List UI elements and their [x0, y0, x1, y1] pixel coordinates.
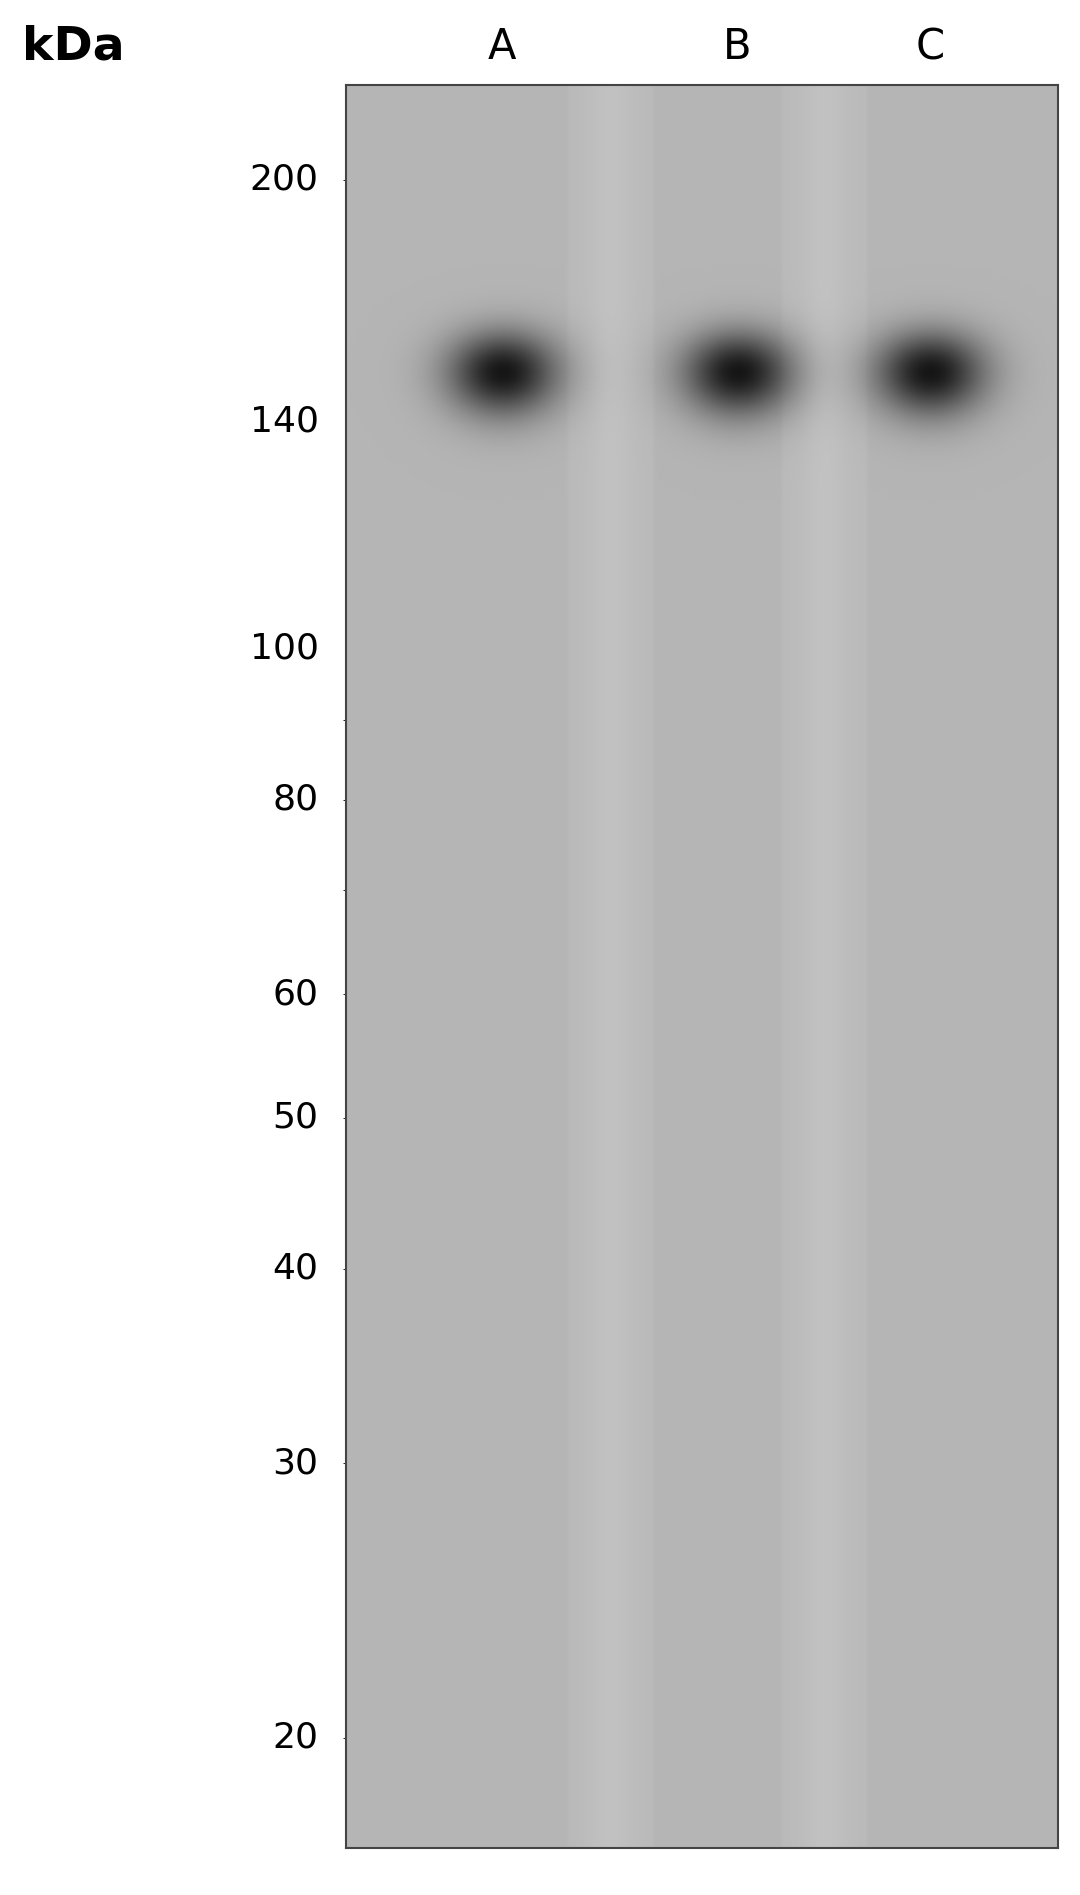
Text: 200: 200	[249, 163, 319, 197]
Text: 30: 30	[272, 1446, 319, 1480]
Bar	[381, 85, 609, 1848]
Text: 80: 80	[272, 783, 319, 817]
Text: 100: 100	[249, 631, 319, 665]
Bar	[823, 85, 859, 1848]
Text: 40: 40	[272, 1253, 319, 1285]
Bar	[346, 85, 381, 1848]
Text: B: B	[724, 27, 752, 68]
Text: 50: 50	[272, 1101, 319, 1135]
Text: 20: 20	[272, 1721, 319, 1755]
Bar	[609, 85, 645, 1848]
Text: A: A	[488, 27, 516, 68]
Text: kDa: kDa	[22, 25, 124, 70]
Text: 140: 140	[249, 404, 319, 438]
Bar	[645, 85, 823, 1848]
Bar	[859, 85, 1058, 1848]
Text: 60: 60	[272, 978, 319, 1012]
Text: C: C	[916, 27, 945, 68]
